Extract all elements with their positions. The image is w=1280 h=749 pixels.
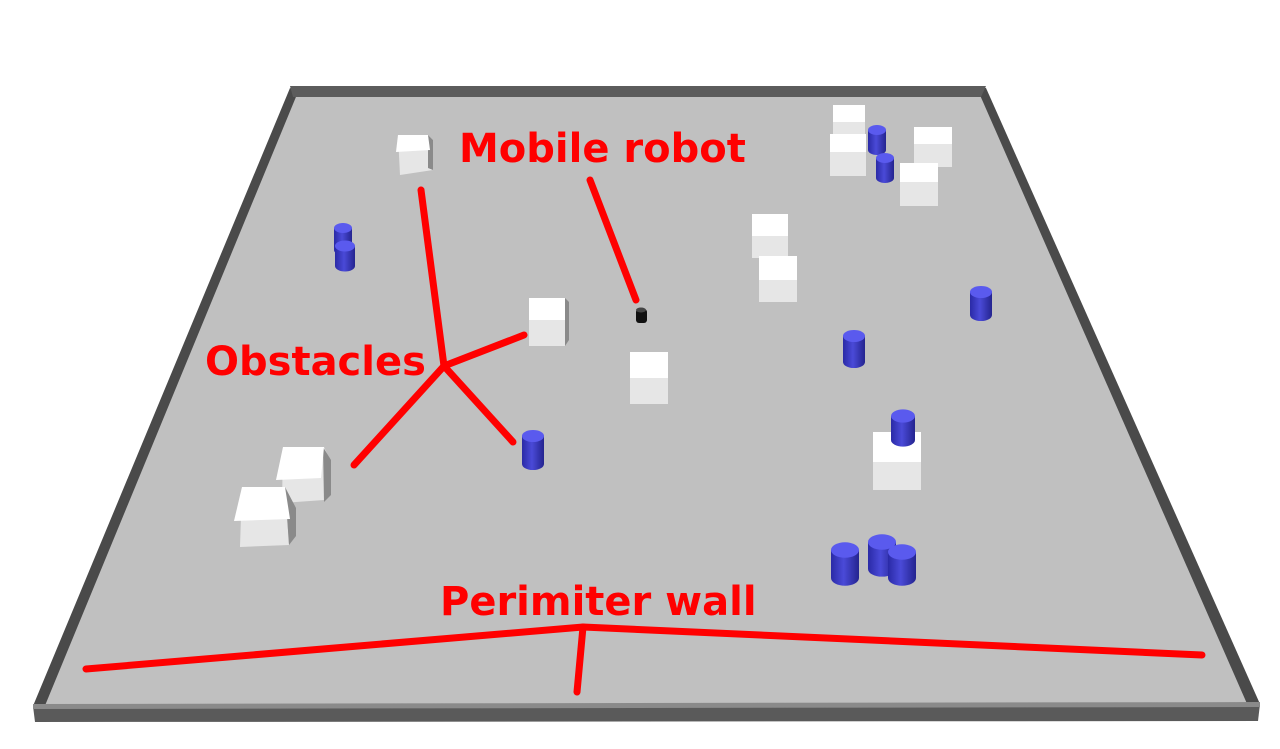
cylinder-obstacle — [335, 240, 355, 272]
box-obstacle — [752, 214, 788, 258]
cylinder-obstacle — [888, 544, 916, 586]
cylinder-obstacle — [843, 329, 865, 369]
obstacle-pointer-line — [440, 362, 517, 446]
box-obstacle — [830, 134, 866, 176]
robot-pointer-line — [586, 176, 640, 304]
box-obstacle — [833, 105, 865, 137]
obstacle-pointer-line — [417, 186, 448, 370]
cylinder-obstacles — [334, 125, 992, 586]
wall-left — [33, 88, 298, 708]
obstacle-pointer-line — [440, 331, 528, 370]
mobile-robot-label: Mobile robot — [459, 126, 746, 172]
cylinder-obstacle — [891, 409, 915, 447]
box-obstacles — [234, 105, 952, 547]
perimeter-wall-label: Perimiter wall — [440, 579, 757, 625]
obstacle-pointer-line — [350, 362, 448, 469]
box-obstacle — [276, 447, 331, 503]
box-obstacle — [630, 352, 668, 404]
box-obstacle — [914, 127, 952, 167]
box-obstacle — [900, 163, 938, 206]
box-obstacle — [396, 135, 433, 175]
cylinder-obstacle — [868, 125, 886, 155]
mobile-robot — [636, 307, 647, 323]
wall-right — [976, 86, 1260, 706]
wall-back — [290, 86, 986, 97]
annotation-lines — [82, 176, 1206, 696]
cylinder-obstacle — [970, 285, 992, 322]
wall-pointer-line — [573, 623, 587, 696]
obstacles-label: Obstacles — [205, 339, 426, 385]
box-obstacle — [529, 298, 569, 346]
box-obstacle — [234, 487, 296, 547]
cylinder-obstacle — [522, 429, 544, 471]
cylinder-obstacle — [831, 542, 859, 586]
box-obstacle — [759, 256, 797, 302]
wall-front-top — [33, 702, 1260, 709]
cylinder-obstacle — [876, 153, 894, 183]
